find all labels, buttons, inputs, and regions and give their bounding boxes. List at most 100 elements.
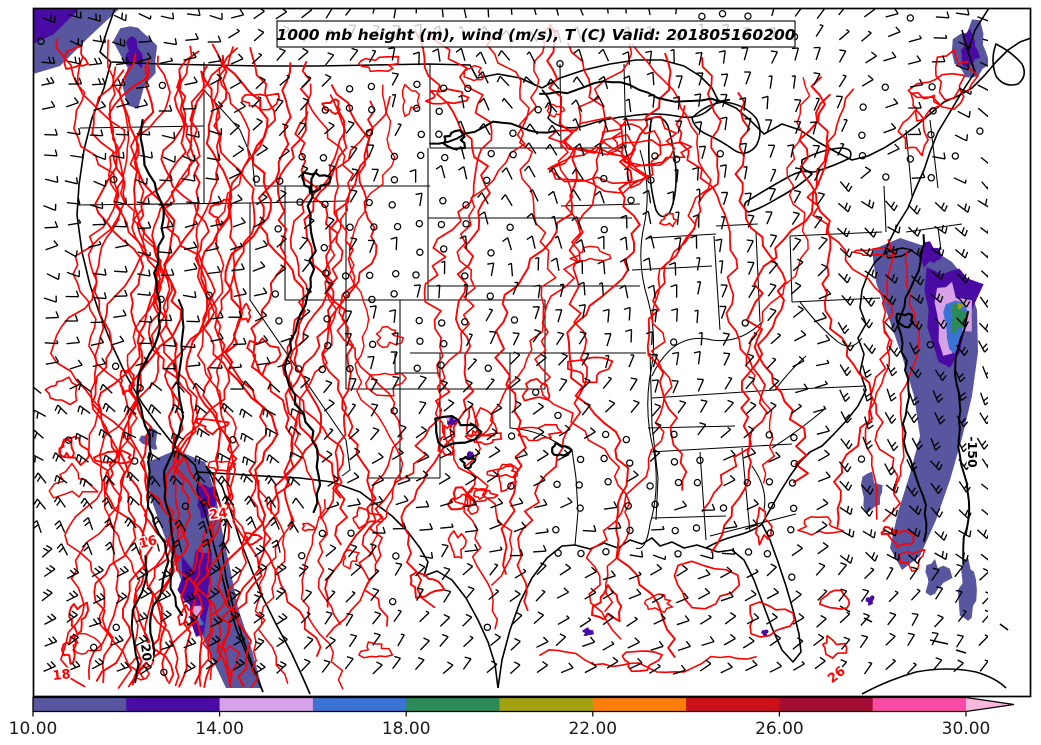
wind-barb bbox=[930, 482, 943, 495]
calm-wind-circle bbox=[437, 361, 445, 369]
wind-barb bbox=[151, 516, 164, 529]
wind-barb bbox=[116, 98, 130, 108]
wind-barb bbox=[743, 165, 748, 180]
coastline-path bbox=[705, 523, 763, 549]
wind-barb bbox=[92, 77, 106, 86]
temperature-contour bbox=[409, 571, 446, 599]
wind-barb bbox=[885, 483, 899, 494]
temperature-contour-label: 24 bbox=[209, 506, 229, 523]
wind-barb bbox=[114, 265, 128, 273]
calm-wind-circle bbox=[575, 481, 583, 489]
temperature-contour bbox=[364, 372, 407, 397]
calm-wind-circle bbox=[370, 223, 378, 231]
wind-barb bbox=[887, 143, 900, 155]
calm-wind-circle bbox=[464, 84, 472, 93]
wind-barb bbox=[183, 241, 198, 251]
wind-barb bbox=[228, 168, 242, 180]
wind-barb bbox=[113, 197, 128, 206]
wind-barb bbox=[594, 142, 604, 157]
colorbar-segment bbox=[219, 697, 314, 712]
wind-barb bbox=[932, 657, 943, 671]
coastline-path bbox=[961, 29, 976, 73]
wind-barb bbox=[487, 262, 495, 277]
wind-barb bbox=[885, 97, 899, 109]
wind-barb bbox=[324, 52, 335, 66]
wind-barb bbox=[372, 632, 381, 646]
calm-wind-circle bbox=[483, 623, 492, 632]
wind-barb bbox=[839, 181, 853, 193]
state-boundary-path bbox=[203, 89, 256, 187]
wind-barb bbox=[367, 355, 375, 370]
temperature-contour bbox=[48, 462, 99, 499]
wind-barb bbox=[978, 634, 988, 647]
wind-barb bbox=[409, 168, 417, 183]
wind-barb bbox=[723, 520, 738, 530]
wind-barb bbox=[171, 403, 185, 414]
wind-barb bbox=[439, 613, 451, 627]
wind-barb bbox=[116, 565, 129, 578]
wind-barb bbox=[278, 123, 289, 137]
wind-barb bbox=[193, 404, 208, 415]
wind-barb bbox=[65, 97, 79, 108]
wind-barb bbox=[162, 155, 176, 163]
calm-wind-circle bbox=[743, 478, 752, 487]
wind-barb bbox=[629, 550, 644, 558]
wind-barb bbox=[390, 351, 398, 365]
wind-barb bbox=[747, 261, 755, 275]
wind-barb bbox=[739, 142, 748, 157]
wind-barb bbox=[841, 294, 855, 306]
wind-barb bbox=[723, 352, 731, 366]
colorbar-segment bbox=[33, 697, 127, 712]
wind-barb bbox=[209, 364, 223, 369]
wind-barb bbox=[718, 50, 726, 64]
wind-barb bbox=[769, 234, 778, 248]
wind-barb bbox=[242, 456, 256, 466]
wind-barb bbox=[865, 51, 877, 64]
wind-barb bbox=[34, 429, 44, 439]
coastline-path bbox=[999, 623, 1009, 631]
wind-barb bbox=[148, 404, 162, 414]
wind-barb bbox=[502, 237, 513, 251]
wind-barb bbox=[607, 521, 622, 530]
wind-barb bbox=[81, 542, 93, 556]
wind-barb bbox=[70, 153, 84, 159]
wind-barb bbox=[256, 192, 268, 206]
wind-barb bbox=[741, 47, 749, 61]
wind-barb bbox=[675, 120, 683, 134]
wind-barb bbox=[160, 610, 172, 623]
state-boundary-path bbox=[635, 149, 657, 550]
wind-barb bbox=[207, 265, 222, 275]
calm-wind-circle bbox=[437, 220, 446, 229]
wind-barb bbox=[930, 567, 940, 581]
calm-wind-circle bbox=[365, 128, 374, 137]
calm-wind-circle bbox=[509, 129, 517, 137]
calm-wind-circle bbox=[390, 175, 399, 184]
wind-barb bbox=[745, 401, 757, 415]
wind-barb bbox=[161, 131, 176, 140]
wind-barb bbox=[417, 375, 427, 389]
wind-barb bbox=[65, 290, 80, 298]
wind-barb bbox=[510, 637, 521, 651]
wind-barb bbox=[793, 189, 802, 204]
calm-wind-circle bbox=[388, 597, 397, 606]
wind-barb bbox=[627, 637, 640, 649]
temperature-contour bbox=[643, 593, 674, 614]
calm-wind-circle bbox=[346, 223, 354, 231]
calm-wind-circle bbox=[790, 459, 799, 468]
wind-barb bbox=[670, 48, 675, 63]
wind-barb-layer bbox=[34, 9, 988, 677]
wind-barb bbox=[816, 498, 829, 511]
wind-barb bbox=[275, 563, 287, 576]
wind-fill-patch bbox=[34, 9, 79, 44]
wind-barb bbox=[69, 378, 82, 390]
wind-barb bbox=[207, 35, 222, 43]
state-boundary-path bbox=[741, 447, 751, 533]
wind-barb bbox=[533, 544, 547, 553]
calm-wind-circle bbox=[322, 269, 330, 277]
wind-barb bbox=[885, 200, 898, 212]
wind-barb bbox=[276, 189, 287, 203]
temperature-contour bbox=[375, 325, 404, 349]
wind-barb bbox=[884, 245, 899, 255]
wind-barb bbox=[210, 101, 224, 113]
wind-barb bbox=[79, 477, 93, 487]
